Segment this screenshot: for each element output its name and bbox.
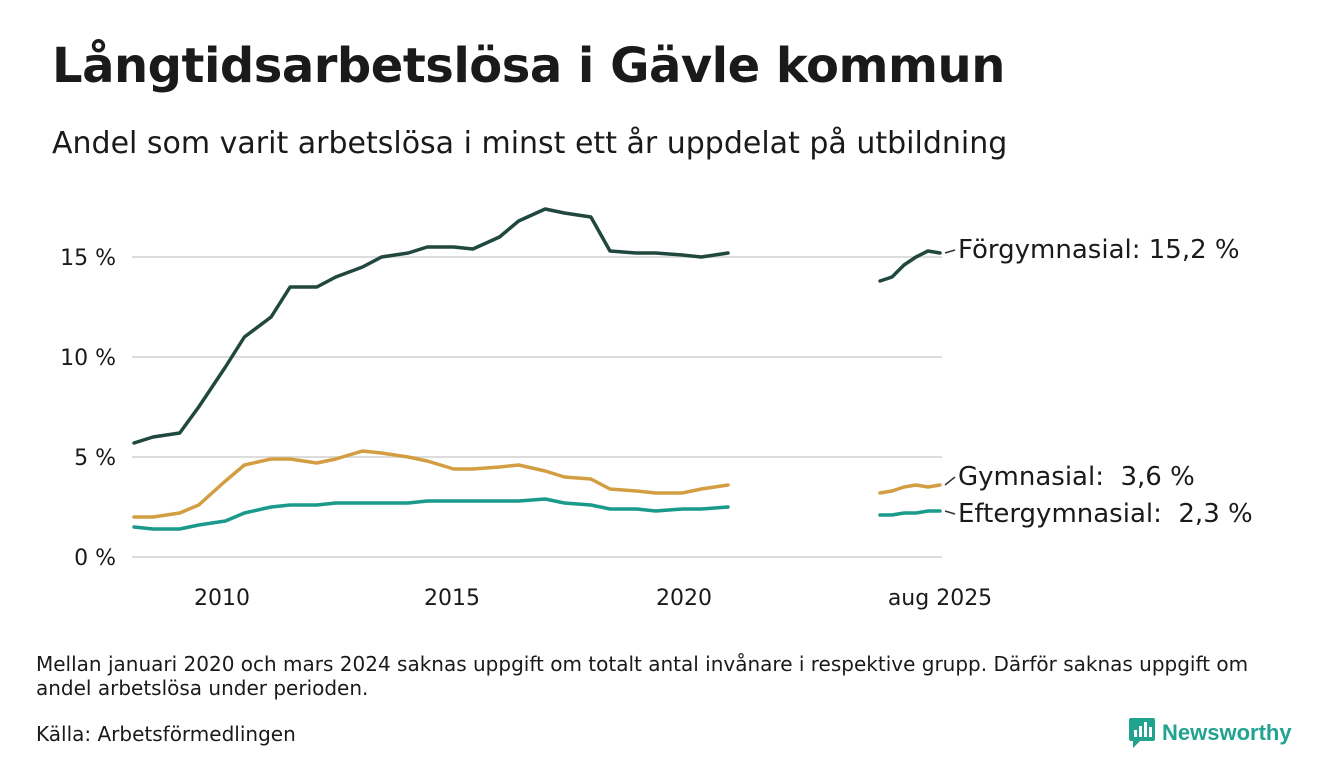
- x-tick-label: 2010: [194, 586, 250, 611]
- series-line-eftergymnasial: [878, 509, 942, 517]
- y-axis-ticks: 0 % 5 % 10 % 15 %: [60, 246, 116, 571]
- series-line-gymnasial: [878, 483, 942, 495]
- y-tick-label: 15 %: [60, 246, 116, 271]
- label-leader-line: [944, 476, 956, 486]
- x-tick-label: aug 2025: [888, 586, 992, 611]
- series-line-förgymnasial: [132, 207, 730, 445]
- series-end-labels: Förgymnasial: 15,2 % Gymnasial: 3,6 % Efte…: [944, 235, 1253, 529]
- y-tick-label: 0 %: [74, 546, 116, 571]
- bar-chart-badge-icon: [1129, 718, 1155, 748]
- x-tick-label: 2020: [656, 586, 712, 611]
- series-end-label: Förgymnasial: 15,2 %: [958, 235, 1240, 265]
- series-line-förgymnasial: [878, 249, 942, 283]
- gridlines: [132, 256, 942, 558]
- y-tick-label: 10 %: [60, 346, 116, 371]
- label-leader-line: [944, 510, 956, 515]
- footnote: Mellan januari 2020 och mars 2024 saknas…: [36, 652, 1249, 700]
- chart-subtitle: Andel som varit arbetslösa i minst ett å…: [52, 126, 1008, 161]
- y-tick-label: 5 %: [74, 446, 116, 471]
- series-line-gymnasial: [132, 449, 730, 519]
- series-lines: [132, 207, 942, 531]
- line-chart: 0 % 5 % 10 % 15 % 2010 2015 2020 aug 2025 Förg…: [60, 207, 1253, 611]
- series-end-label: Eftergymnasial: 2,3 %: [958, 499, 1253, 529]
- label-leader-line: [944, 249, 956, 254]
- chart-title: Långtidsarbetslösa i Gävle kommun: [52, 38, 1005, 94]
- source-credit: Källa: Arbetsförmedlingen: [36, 722, 296, 746]
- brand-logo: Newsworthy: [1128, 716, 1292, 750]
- series-end-label: Gymnasial: 3,6 %: [958, 462, 1195, 492]
- x-axis-ticks: 2010 2015 2020 aug 2025: [194, 586, 992, 611]
- brand-name: Newsworthy: [1162, 720, 1292, 745]
- series-line-eftergymnasial: [132, 497, 730, 531]
- x-tick-label: 2015: [424, 586, 480, 611]
